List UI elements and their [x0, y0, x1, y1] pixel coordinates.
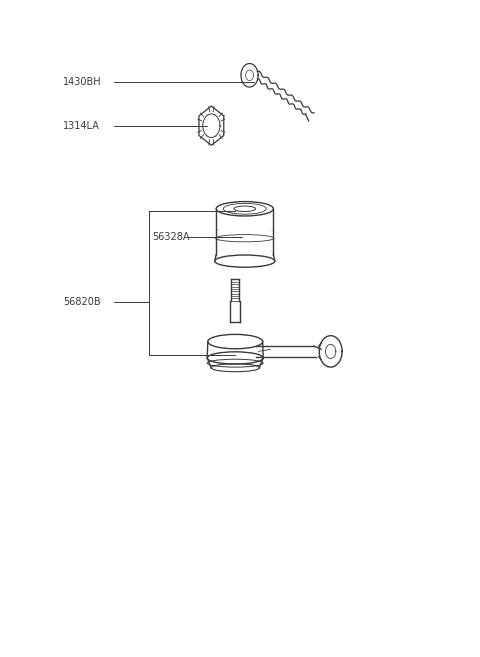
- Text: 1314LA: 1314LA: [63, 121, 100, 131]
- Text: 56328A: 56328A: [152, 232, 189, 242]
- Text: 1430BH: 1430BH: [63, 77, 102, 87]
- Text: 56820B: 56820B: [63, 298, 101, 307]
